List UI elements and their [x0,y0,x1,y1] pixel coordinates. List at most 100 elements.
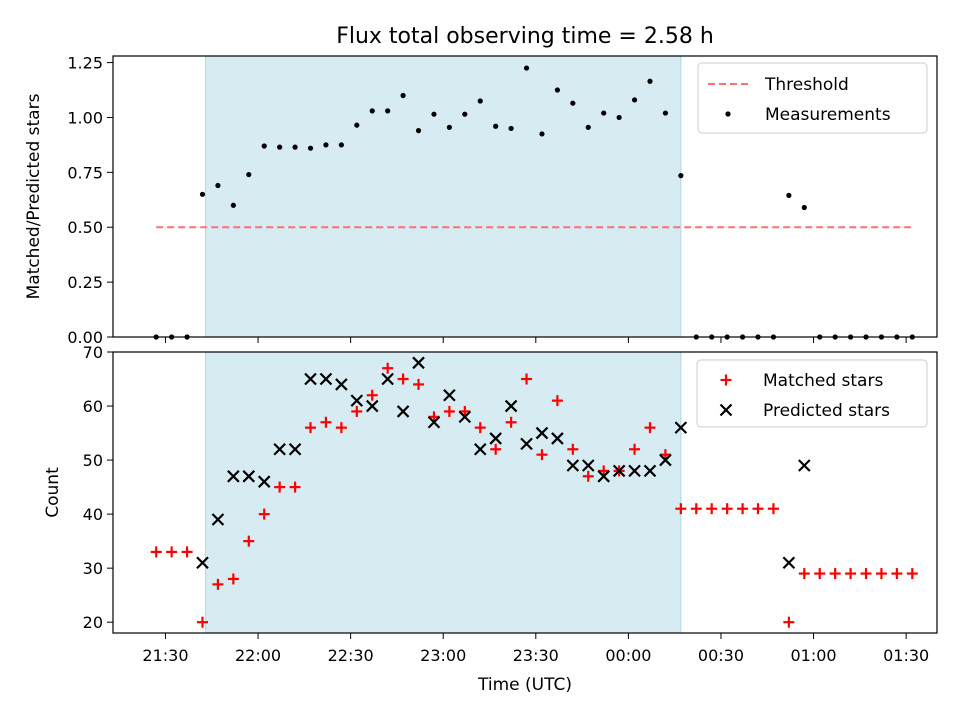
measurement-point [415,128,422,134]
matched-point [474,422,486,434]
predicted-point [196,556,209,570]
x-tick-label: 22:00 [235,646,281,665]
predicted-point [396,405,410,418]
matched-point [166,546,178,558]
measurement-point [462,111,468,117]
matched-point [690,503,702,515]
matched-point [258,508,270,520]
y-tick-label: 20 [83,613,103,632]
measurement-point [631,97,638,103]
predicted-point [782,556,796,570]
measurement-point [786,192,792,199]
y-tick-label: 0.75 [67,163,103,182]
cross-b [242,470,256,483]
matched-point [335,422,347,434]
matched-point [212,578,224,590]
predicted-point [211,513,225,526]
predicted-point [319,372,333,386]
measurement-point [662,110,669,116]
matched-point [536,449,548,461]
matched-point [413,378,425,390]
cross-b [319,372,333,386]
measurement-point [570,100,576,106]
measurement-point [601,110,607,116]
x-tick-label: 00:00 [605,646,651,665]
cross-b [535,426,549,440]
predicted-point [581,459,595,472]
matched-point [737,503,749,515]
x-tick-label: 22:30 [328,646,374,665]
count-axes-frame [112,351,938,634]
cross-b [196,556,209,570]
count-legend-box [696,359,928,428]
cross-b [612,464,626,478]
count-panel: 20 30 40 50 60 70 21:30 22:00 22:30 23:00 23:30 00… [43,343,938,695]
measurement-point [678,173,684,179]
ratio-y-axis-label: Matched/Predicted stars [24,93,44,299]
y-tick-label: 0.50 [67,218,103,237]
observing-span-bottom [205,351,682,634]
cross-b [412,356,425,370]
matched-point [351,405,363,417]
matched-point [274,481,286,493]
predicted-point [674,421,688,434]
cross-b [551,432,564,445]
matched-point [459,405,471,417]
matched-point [629,443,641,455]
cross-b [381,372,394,386]
ratio-panel: 0.00 0.25 0.50 0.75 1.00 1.25 Matched/Predict… [24,54,938,347]
predicted-point [659,453,672,467]
x-tick-label: 23:30 [513,646,559,665]
measurement-point [585,124,591,130]
legend-predicted-label: Predicted stars [763,401,890,421]
ratio-y-ticks: 0.00 0.25 0.50 0.75 1.00 1.25 [67,54,113,347]
cross-b [504,399,518,413]
cross-b [581,459,595,472]
x-tick-label: 00:30 [698,646,744,665]
cross-b [520,437,533,451]
measurement-point [323,142,329,148]
cross-b [273,442,286,456]
matched-point [798,568,810,580]
matched-point [829,568,841,580]
x-tick-label: 23:00 [420,646,466,665]
predicted-point [612,464,626,478]
cross-b [227,470,240,483]
cross-b [597,470,610,483]
matched-point [659,449,671,461]
legend-measurement-swatch [725,111,731,117]
predicted-point [458,410,472,424]
matched-point [752,503,764,515]
predicted-point [335,378,348,391]
cross-b [659,453,672,467]
matched-point [243,535,255,547]
cross-b [473,442,487,456]
measurement-point [215,182,221,189]
x-axis-label: Time (UTC) [477,675,572,695]
measurement-point [477,98,483,104]
measurement-point [539,131,545,137]
matched-point [582,470,594,482]
observing-span-top [205,55,682,338]
matched-point [783,616,795,628]
predicted-point [273,442,286,456]
predicted-point [427,415,441,429]
y-tick-label: 30 [83,559,103,578]
measurement-point [292,144,298,150]
measurement-point [230,202,236,208]
matched-point [767,503,779,515]
matched-point [567,443,579,455]
ratio-legend-box [697,62,928,134]
ratio-axes-frame [112,55,938,338]
measurement-point [261,143,267,149]
ratio-legend: Threshold Measurements [697,62,928,134]
measurement-point [523,65,530,71]
predicted-point [257,475,271,488]
matched-point [428,411,440,423]
predicted-point [628,464,641,478]
y-tick-label: 40 [83,505,103,524]
matched-point [860,568,872,580]
matched-point [814,568,826,580]
y-tick-label: 0.00 [67,328,103,347]
